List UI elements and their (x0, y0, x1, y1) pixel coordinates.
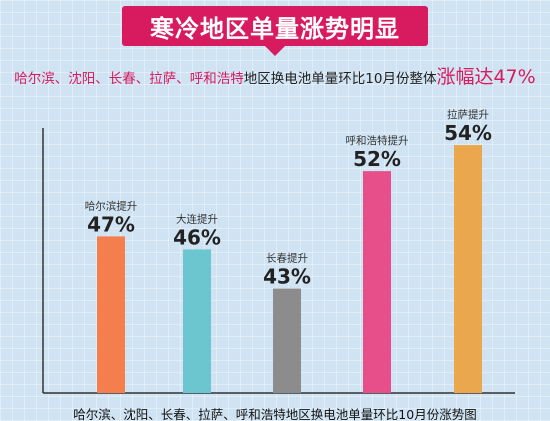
bar-category-label: 呼和浩特提升 (346, 135, 409, 147)
subtitle-emphasis: 涨幅达47% (436, 66, 536, 88)
subtitle-middle: 地区换电池单量环比10月份整体 (243, 71, 437, 87)
bar (97, 236, 125, 393)
title-banner: 寒冷地区单量涨势明显 (122, 6, 428, 56)
bar-value-label: 43% (263, 265, 311, 289)
bar-value-label: 52% (353, 147, 401, 171)
subtitle-cities: 哈尔滨、沈阳、长春、拉萨、呼和浩特 (14, 71, 244, 87)
bar (363, 171, 391, 393)
bar-value-label: 47% (87, 212, 135, 236)
bar (273, 288, 301, 393)
bar-category-label: 哈尔滨提升 (85, 199, 138, 212)
bar (183, 249, 211, 393)
chart-subtitle: 哈尔滨、沈阳、长春、拉萨、呼和浩特地区换电池单量环比10月份整体涨幅达47% (0, 62, 550, 89)
bar-value-label: 46% (173, 225, 221, 249)
bar-value-label: 54% (444, 121, 492, 145)
bar (454, 145, 482, 393)
bar-category-label: 长春提升 (266, 253, 308, 265)
bar-category-label: 大连提升 (176, 212, 218, 225)
bar-category-label: 拉萨提升 (447, 108, 489, 121)
chart-caption: 哈尔滨、沈阳、长春、拉萨、呼和浩特地区换电池单量环比10月份涨势图 (73, 407, 477, 421)
chart-title: 寒冷地区单量涨势明显 (150, 13, 400, 43)
